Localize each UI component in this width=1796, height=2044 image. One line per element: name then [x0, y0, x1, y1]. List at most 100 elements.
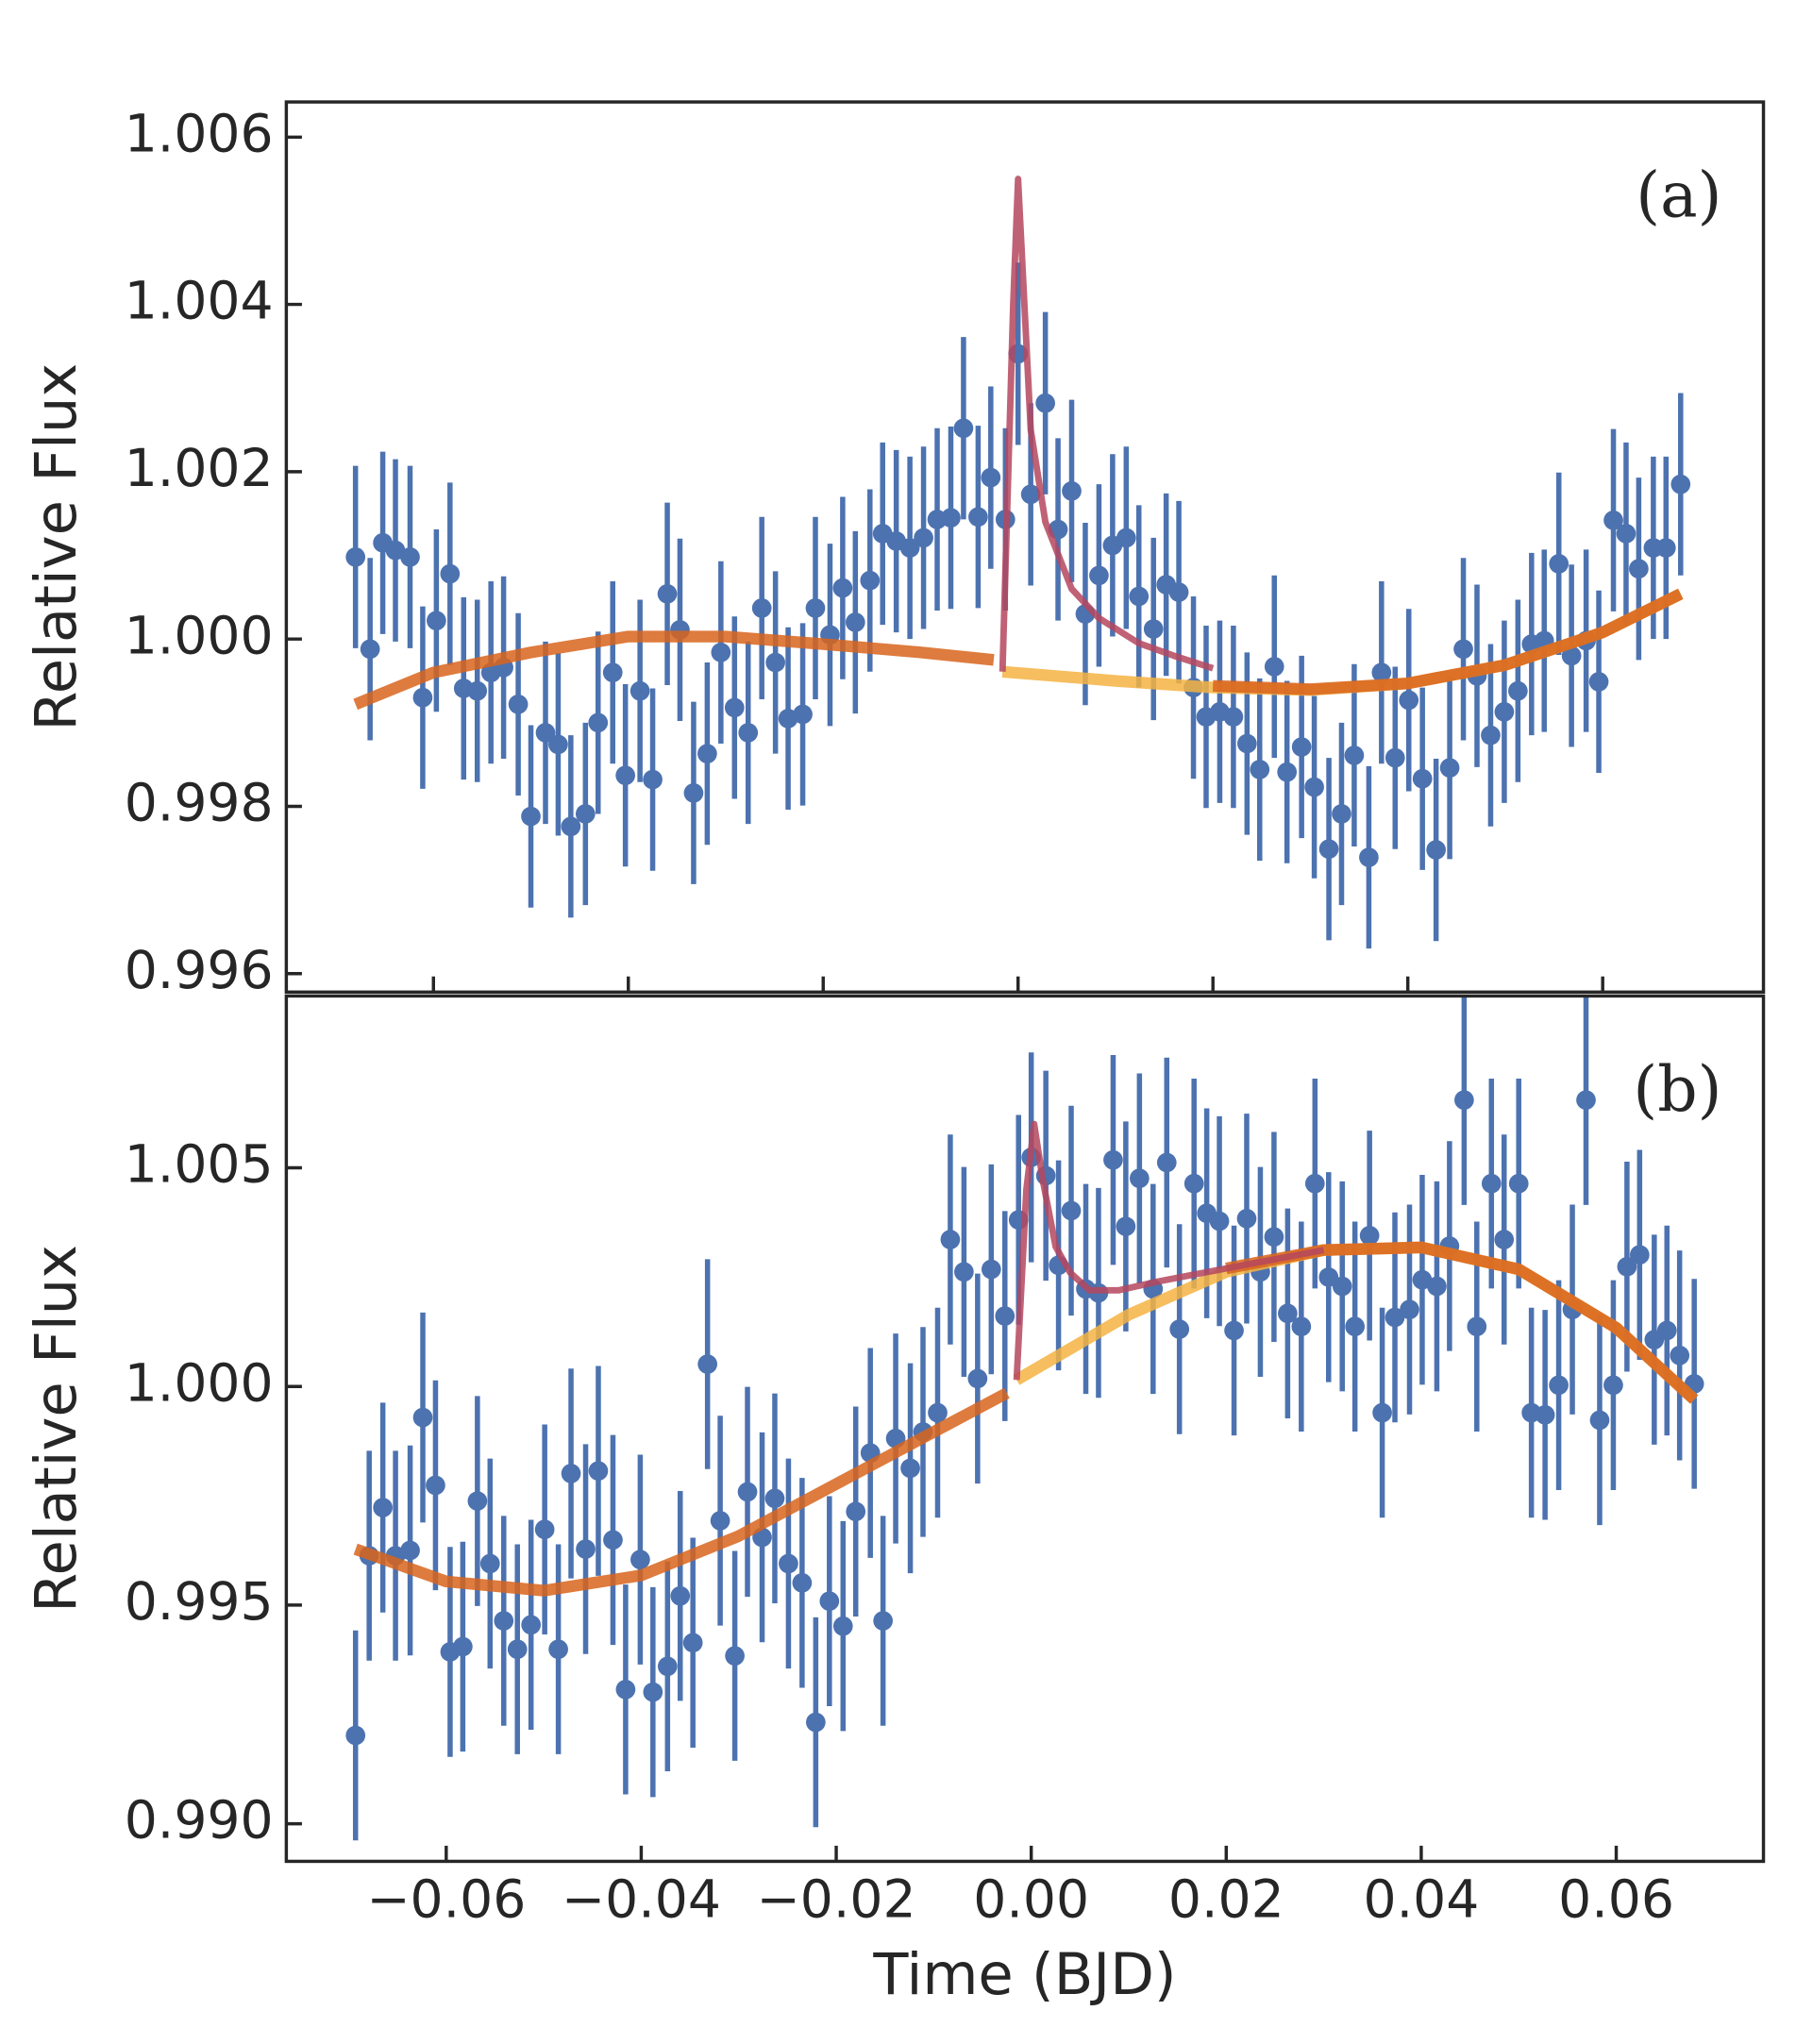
data-point: [1508, 1173, 1529, 1194]
data-point: [1359, 1226, 1380, 1246]
data-point: [1169, 1319, 1190, 1339]
data-point: [724, 697, 745, 718]
model-curve: [999, 176, 1215, 672]
data-point: [670, 1585, 691, 1606]
data-point: [643, 1682, 663, 1702]
panel-annotation: (a): [1636, 159, 1721, 231]
data-point: [1494, 701, 1515, 722]
axes-frame: [284, 100, 1766, 995]
data-point: [819, 1591, 840, 1612]
data-point: [1035, 393, 1055, 413]
data-point: [629, 680, 650, 701]
data-point: [576, 1539, 596, 1559]
data-point: [467, 680, 488, 701]
data-point: [953, 418, 974, 439]
data-point: [1589, 1410, 1610, 1431]
data-point: [846, 1501, 866, 1522]
data-point: [1129, 1168, 1150, 1188]
panel-annotation: (b): [1633, 1053, 1721, 1126]
data-point: [1089, 565, 1109, 586]
data-point: [521, 806, 541, 827]
data-point: [1439, 758, 1460, 779]
data-point: [1371, 662, 1392, 682]
data-point: [845, 612, 865, 632]
data-point: [900, 1458, 920, 1479]
x-tick-label: 0.06: [1558, 1870, 1674, 1931]
data-point: [899, 538, 920, 558]
data-point: [1481, 725, 1501, 746]
data-point: [412, 1407, 433, 1428]
y-tick-label: 0.998: [125, 774, 274, 834]
data-point: [360, 639, 380, 660]
data-point: [1467, 1316, 1487, 1337]
data-point: [1209, 1211, 1230, 1231]
data-point: [860, 570, 881, 591]
data-point: [1345, 1316, 1365, 1337]
data-point: [1629, 559, 1649, 579]
data-point: [832, 578, 853, 598]
data-point: [981, 1259, 1001, 1280]
data-point: [345, 546, 366, 567]
data-point: [1549, 554, 1569, 574]
data-point: [1670, 474, 1691, 494]
data-point: [1116, 1216, 1136, 1236]
data-point: [643, 769, 663, 790]
data-point: [711, 643, 731, 662]
data-point: [738, 723, 759, 743]
data-point: [1264, 1227, 1284, 1248]
data-point: [1561, 645, 1582, 666]
data-point: [1494, 1230, 1515, 1249]
data-point: [1103, 1149, 1123, 1170]
data-point: [1453, 639, 1473, 660]
data-point: [928, 1402, 948, 1423]
data-point: [1427, 1276, 1447, 1297]
y-tick-label: 0.990: [125, 1791, 274, 1851]
data-point: [1412, 1269, 1433, 1290]
data-point: [467, 1491, 488, 1511]
data-point: [494, 1611, 514, 1631]
data-point: [1508, 680, 1528, 701]
data-point: [779, 1553, 798, 1574]
data-point: [1549, 1375, 1569, 1396]
data-point: [1116, 528, 1136, 548]
data-point: [995, 1306, 1015, 1326]
data-point: [1304, 777, 1324, 797]
data-point: [1278, 1303, 1298, 1324]
data-point: [764, 1488, 785, 1509]
data-point: [1332, 1276, 1352, 1297]
x-tick-label: −0.06: [366, 1870, 526, 1931]
data-point: [426, 1475, 445, 1496]
data-point: [1264, 657, 1284, 677]
data-point: [1250, 760, 1270, 779]
data-point: [588, 1461, 609, 1481]
data-point: [575, 804, 596, 824]
data-point: [967, 1368, 988, 1389]
data-point: [1588, 672, 1609, 692]
y-tick-label: 0.996: [125, 941, 274, 1001]
data-point: [1372, 1402, 1392, 1423]
y-tick-label: 1.002: [125, 439, 274, 499]
data-point: [968, 507, 988, 528]
data-point: [1400, 1299, 1419, 1320]
data-point: [1385, 1307, 1405, 1328]
y-axis-label: Relative Flux: [24, 363, 90, 731]
data-point: [1168, 582, 1189, 602]
data-point: [1223, 707, 1244, 727]
data-point: [1412, 768, 1433, 789]
data-point: [561, 1464, 581, 1483]
data-point: [1399, 690, 1419, 711]
data-point: [630, 1550, 650, 1570]
data-point: [1344, 746, 1365, 765]
model-curve: [353, 1387, 1010, 1597]
x-tick-label: −0.04: [562, 1870, 721, 1931]
data-point: [710, 1511, 730, 1531]
data-point: [1670, 1345, 1690, 1365]
data-point: [1535, 1404, 1555, 1425]
data-point: [940, 1230, 961, 1249]
data-point: [521, 1615, 542, 1635]
x-tick-label: 0.02: [1168, 1870, 1284, 1931]
data-point: [1062, 480, 1082, 501]
y-tick-label: 1.000: [125, 606, 274, 666]
x-tick-label: 0.00: [973, 1870, 1089, 1931]
data-point: [1426, 840, 1446, 860]
